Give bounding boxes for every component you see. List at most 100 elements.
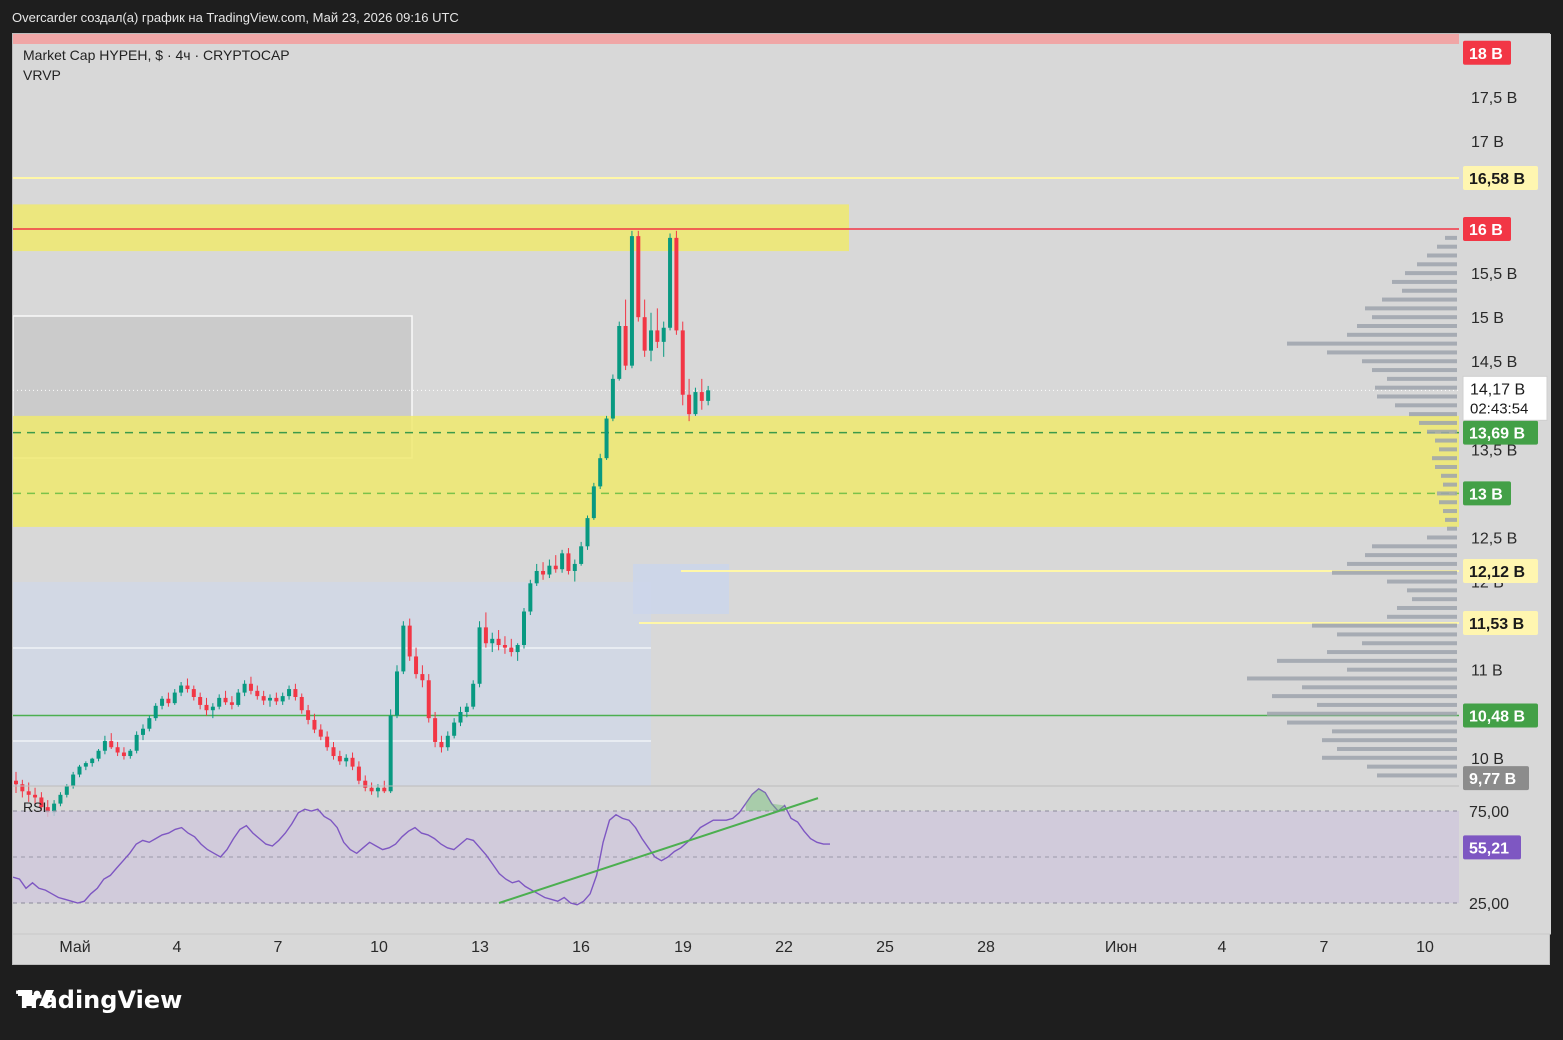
candle[interactable]: [287, 689, 292, 697]
last-price-box[interactable]: [1462, 375, 1548, 421]
candle[interactable]: [502, 645, 507, 648]
candle[interactable]: [77, 766, 82, 775]
candle[interactable]: [52, 803, 57, 813]
candle[interactable]: [356, 766, 361, 781]
candle[interactable]: [420, 674, 425, 681]
candle[interactable]: [610, 378, 615, 419]
candle[interactable]: [64, 786, 69, 795]
candle[interactable]: [623, 325, 628, 366]
candle[interactable]: [71, 774, 76, 786]
candle[interactable]: [242, 683, 247, 693]
candle[interactable]: [306, 710, 311, 720]
candle[interactable]: [210, 706, 215, 711]
candle[interactable]: [680, 330, 685, 395]
candle[interactable]: [223, 697, 228, 703]
candle[interactable]: [121, 752, 126, 757]
candle[interactable]: [553, 565, 558, 570]
candle[interactable]: [674, 237, 679, 331]
candle[interactable]: [560, 553, 565, 570]
footer-brand[interactable]: TradingView: [16, 986, 182, 1014]
candle[interactable]: [344, 757, 349, 762]
candle[interactable]: [147, 718, 152, 729]
candle[interactable]: [528, 583, 533, 612]
candle[interactable]: [382, 787, 387, 792]
candle[interactable]: [268, 697, 272, 701]
candle[interactable]: [407, 625, 412, 657]
candle[interactable]: [20, 784, 25, 792]
candle[interactable]: [496, 638, 501, 646]
candle[interactable]: [477, 627, 482, 684]
candle[interactable]: [274, 697, 279, 702]
candle[interactable]: [14, 780, 18, 785]
candle[interactable]: [331, 747, 336, 757]
candle[interactable]: [522, 611, 526, 646]
candle[interactable]: [661, 327, 666, 342]
candle[interactable]: [636, 236, 641, 318]
candle[interactable]: [458, 711, 463, 723]
candle[interactable]: [572, 563, 577, 571]
candle[interactable]: [388, 715, 393, 792]
rsi-trendline[interactable]: [498, 797, 819, 904]
candle[interactable]: [318, 729, 323, 737]
candle[interactable]: [699, 392, 704, 401]
candle[interactable]: [134, 734, 139, 751]
candle[interactable]: [585, 518, 590, 547]
candle[interactable]: [591, 486, 596, 519]
candle[interactable]: [439, 741, 444, 748]
chart-svg[interactable]: Market Cap HYPEH, $ · 4ч · CRYPTOCAP VRVP…: [13, 34, 1551, 966]
candle[interactable]: [280, 696, 285, 702]
candle[interactable]: [687, 394, 692, 415]
candle[interactable]: [483, 627, 488, 644]
candle[interactable]: [191, 689, 196, 697]
candle[interactable]: [160, 698, 165, 706]
candle[interactable]: [509, 647, 514, 653]
candle[interactable]: [566, 553, 571, 571]
candle[interactable]: [433, 718, 438, 742]
candle[interactable]: [236, 692, 241, 705]
candle[interactable]: [204, 704, 209, 711]
candle[interactable]: [375, 787, 380, 792]
candle[interactable]: [534, 570, 539, 584]
candle[interactable]: [185, 685, 190, 690]
candle[interactable]: [166, 698, 171, 704]
candle[interactable]: [541, 570, 546, 575]
candle[interactable]: [325, 736, 330, 748]
candle[interactable]: [604, 418, 609, 459]
candle[interactable]: [172, 692, 177, 704]
candle[interactable]: [293, 689, 298, 697]
candle[interactable]: [39, 797, 44, 808]
demand-zone[interactable]: [13, 415, 1459, 527]
candle[interactable]: [617, 325, 622, 379]
candle[interactable]: [255, 690, 260, 697]
candle[interactable]: [655, 330, 660, 342]
candle[interactable]: [58, 794, 63, 804]
candle[interactable]: [33, 794, 38, 798]
candle[interactable]: [395, 671, 399, 716]
candle[interactable]: [26, 791, 31, 795]
candle[interactable]: [706, 390, 711, 401]
candle[interactable]: [452, 722, 457, 736]
candle[interactable]: [629, 236, 634, 366]
candle[interactable]: [401, 625, 406, 672]
candle[interactable]: [96, 750, 101, 759]
chart-frame[interactable]: Market Cap HYPEH, $ · 4ч · CRYPTOCAP VRVP…: [12, 33, 1551, 966]
candle[interactable]: [83, 763, 88, 767]
candle[interactable]: [369, 787, 374, 792]
candle[interactable]: [693, 392, 698, 415]
candle[interactable]: [350, 757, 355, 767]
candle[interactable]: [464, 706, 469, 712]
candle[interactable]: [312, 719, 317, 730]
candle[interactable]: [598, 458, 603, 487]
candle[interactable]: [337, 756, 342, 762]
candle[interactable]: [217, 697, 222, 707]
candle[interactable]: [248, 683, 253, 691]
candle[interactable]: [179, 685, 184, 693]
candle[interactable]: [649, 330, 653, 351]
candle[interactable]: [45, 807, 50, 813]
supply-zone[interactable]: [13, 204, 849, 252]
candle[interactable]: [579, 546, 584, 564]
candle[interactable]: [515, 645, 520, 653]
candle[interactable]: [90, 758, 95, 764]
candle[interactable]: [668, 237, 673, 328]
candle[interactable]: [471, 683, 476, 707]
